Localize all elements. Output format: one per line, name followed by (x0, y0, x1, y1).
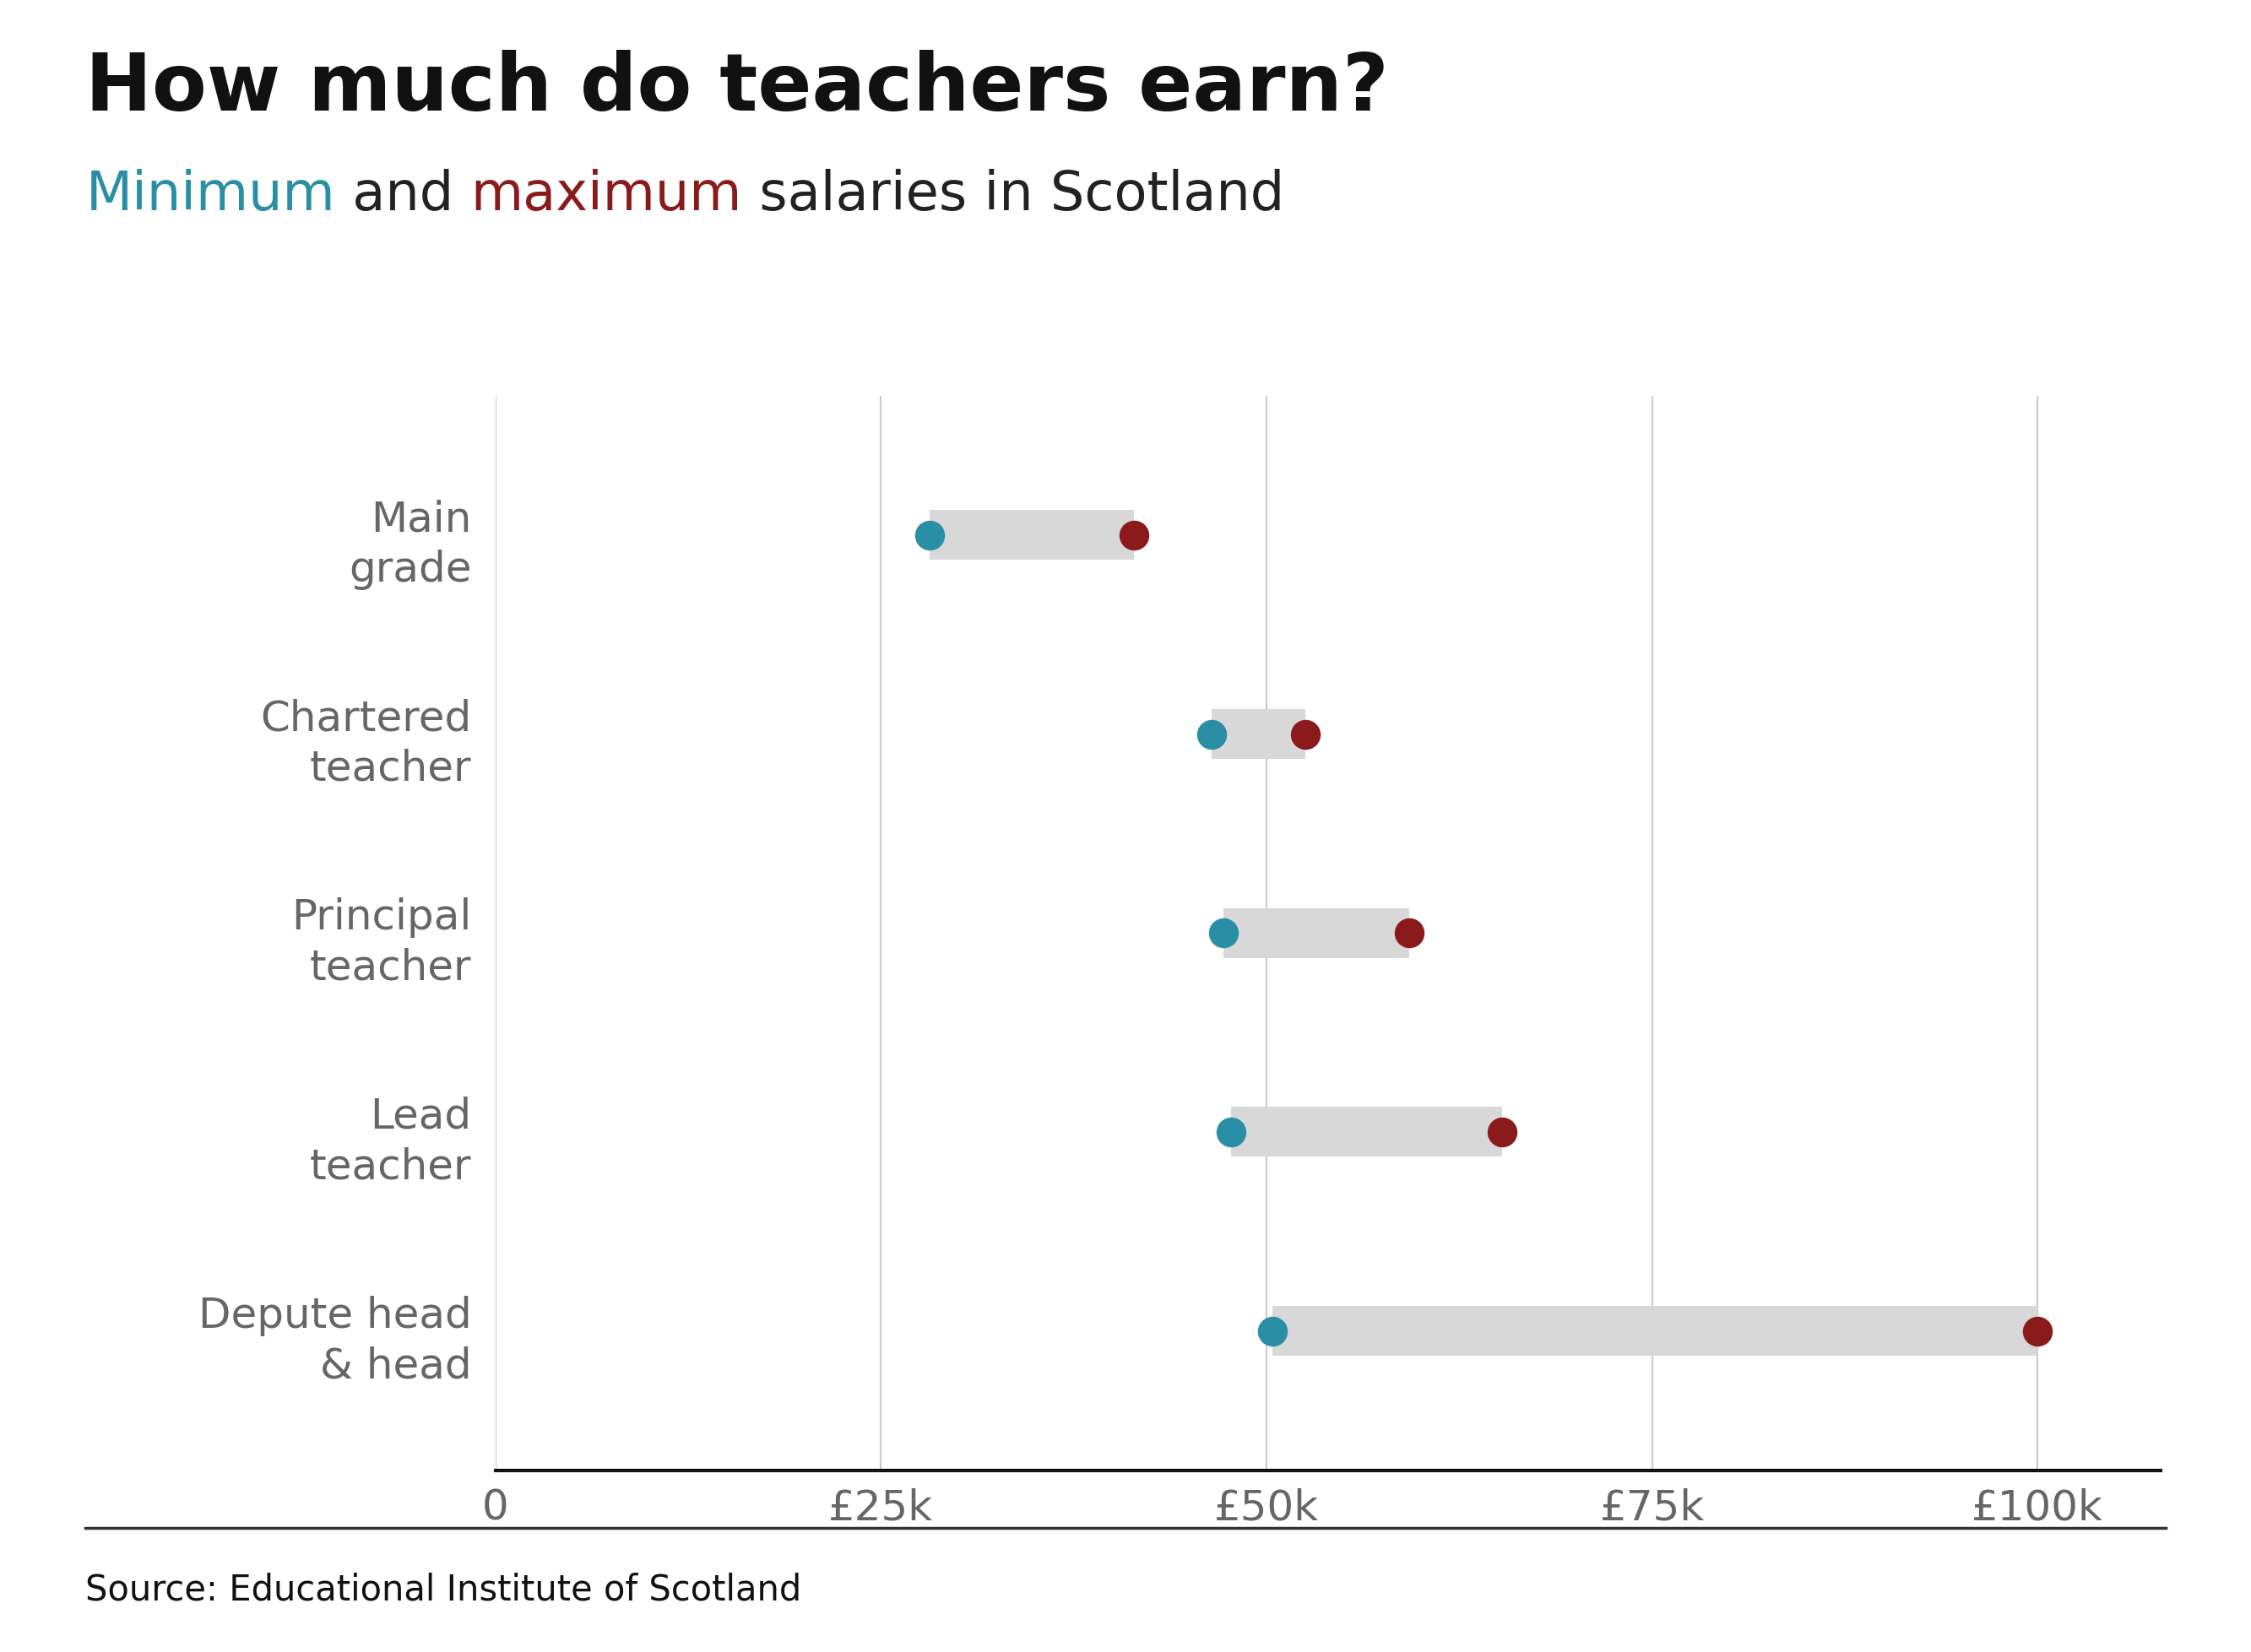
Bar (1211, 710, 1306, 760)
Point (1288, 722, 1324, 748)
Point (1391, 920, 1427, 947)
Point (1116, 522, 1153, 548)
Point (912, 522, 948, 548)
Point (1483, 1118, 1519, 1145)
Point (1254, 1318, 1290, 1345)
Bar (1222, 909, 1409, 958)
Point (1204, 920, 1240, 947)
Text: maximum: maximum (470, 169, 743, 221)
Text: BBC: BBC (2048, 1564, 2150, 1609)
Text: salaries in Scotland: salaries in Scotland (743, 169, 1285, 221)
Point (1213, 1118, 1249, 1145)
Point (2019, 1318, 2055, 1345)
Text: Minimum: Minimum (86, 169, 335, 221)
Point (1193, 722, 1229, 748)
Text: Source: Educational Institute of Scotland: Source: Educational Institute of Scotlan… (86, 1571, 801, 1607)
Text: How much do teachers earn?: How much do teachers earn? (86, 50, 1389, 127)
Text: and: and (335, 169, 470, 221)
Bar (930, 510, 1135, 560)
Bar (1272, 1307, 2037, 1356)
Bar (1231, 1107, 1501, 1156)
